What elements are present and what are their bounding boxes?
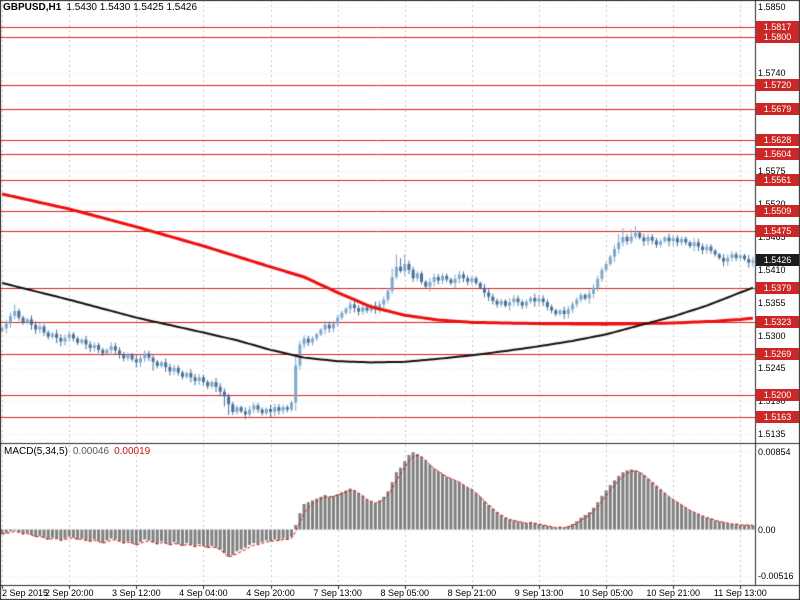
macd-signal-value: 0.00019 xyxy=(114,446,151,457)
price-level-badge: 1.5379 xyxy=(756,282,799,295)
price-tick-label: 1.5245 xyxy=(758,363,786,374)
price-level-badge: 1.5800 xyxy=(756,31,799,44)
chart-title: GBPUSD,H1 1.5430 1.5430 1.5425 1.5426 xyxy=(3,2,197,13)
price-tick-label: 1.5740 xyxy=(758,67,786,78)
time-axis-label: 9 Sep 13:00 xyxy=(514,588,564,598)
macd-indicator-label: MACD(5,34,5) 0.00046 0.00019 xyxy=(4,446,150,457)
macd-name: MACD(5,34,5) xyxy=(4,446,68,457)
price-level-badge: 1.5323 xyxy=(756,315,799,328)
price-level-badge: 1.5509 xyxy=(756,204,799,217)
price-level-badge: 1.5200 xyxy=(756,389,799,402)
time-axis-label: 10 Sep 21:00 xyxy=(646,588,700,598)
price-level-badge: 1.5163 xyxy=(756,411,799,424)
price-level-badge: 1.5269 xyxy=(756,348,799,361)
price-level-badge: 1.5720 xyxy=(756,78,799,91)
price-level-badge: 1.5817 xyxy=(756,20,799,33)
price-tick-label: 1.5850 xyxy=(758,2,786,13)
macd-tick-label: 0.00 xyxy=(758,524,776,535)
time-axis-label: 2 Sep 20:00 xyxy=(44,588,94,598)
time-axis-label: 4 Sep 04:00 xyxy=(179,588,228,598)
price-tick-label: 1.5575 xyxy=(758,166,786,177)
time-axis-label: 4 Sep 20:00 xyxy=(246,588,295,598)
price-level-badge: 1.5679 xyxy=(756,103,799,116)
time-axis-label: 2 Sep 2015 xyxy=(2,588,49,598)
macd-main-value: 0.00046 xyxy=(72,446,110,457)
price-level-badge: 1.5475 xyxy=(756,225,799,238)
price-tick-label: 1.5520 xyxy=(758,199,786,209)
time-axis-label: 11 Sep 13:00 xyxy=(713,588,767,598)
ohlc-values: 1.5430 1.5430 1.5425 1.5426 xyxy=(66,2,198,13)
current-price-badge: 1.5426 xyxy=(756,254,799,267)
time-axis-label: 8 Sep 05:00 xyxy=(380,588,430,598)
price-tick-label: 1.5355 xyxy=(758,297,786,308)
time-axis-label: 8 Sep 21:00 xyxy=(447,588,497,598)
symbol-period-label: GBPUSD,H1 xyxy=(3,2,62,13)
price-tick-label: 1.5135 xyxy=(758,429,786,440)
macd-tick-label: -0.00516 xyxy=(758,571,794,582)
time-axis-label: 3 Sep 12:00 xyxy=(112,588,161,598)
price-tick-label: 1.5410 xyxy=(758,264,786,275)
price-level-badge: 1.5604 xyxy=(756,148,799,161)
time-axis-label: 7 Sep 13:00 xyxy=(313,588,362,598)
price-level-badge: 1.5628 xyxy=(756,133,799,146)
price-tick-label: 1.5300 xyxy=(758,330,786,341)
time-axis-label: 10 Sep 05:00 xyxy=(579,588,633,598)
price-level-badge: 1.5561 xyxy=(756,173,799,186)
macd-tick-label: 0.00854 xyxy=(758,446,791,457)
